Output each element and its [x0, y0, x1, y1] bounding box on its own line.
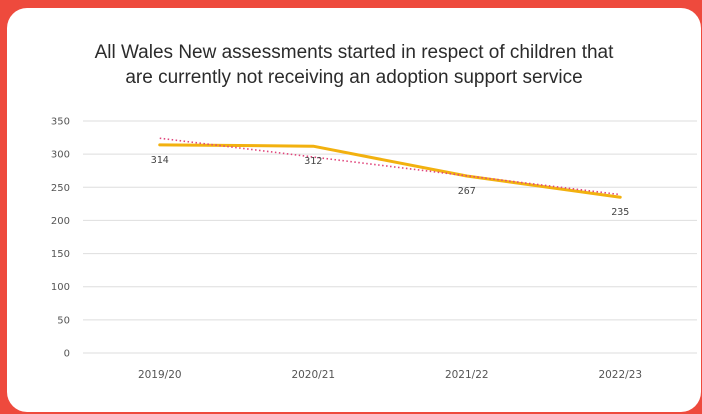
x-tick-label: 2020/21 — [291, 369, 335, 381]
y-tick-label: 200 — [51, 216, 70, 227]
chart-title: All Wales New assessments started in res… — [7, 40, 701, 90]
data-label: 314 — [151, 155, 169, 166]
chart-title-line-1: All Wales New assessments started in res… — [94, 42, 614, 63]
y-tick-label: 150 — [51, 249, 70, 260]
data-label: 235 — [611, 207, 629, 218]
x-tick-label: 2022/23 — [598, 369, 642, 381]
y-tick-label: 50 — [57, 315, 70, 326]
x-tick-label: 2021/22 — [445, 369, 489, 381]
x-tick-label: 2019/20 — [138, 369, 182, 381]
chart-title-line-2: are currently not receiving an adoption … — [125, 67, 583, 88]
data-label: 312 — [304, 156, 322, 167]
series-line — [158, 143, 622, 199]
trendline — [159, 137, 621, 196]
y-tick-label: 0 — [64, 349, 70, 360]
data-label: 267 — [458, 186, 476, 197]
line-chart: 0 50 100 150 200 250 300 350 2019/20 2020/21 2021/… — [51, 117, 697, 381]
chart-card: All Wales New assessments started in res… — [7, 8, 701, 412]
y-tick-label: 300 — [51, 150, 70, 161]
y-tick-label: 350 — [51, 117, 70, 128]
y-tick-label: 250 — [51, 183, 70, 194]
y-tick-label: 100 — [51, 282, 70, 293]
